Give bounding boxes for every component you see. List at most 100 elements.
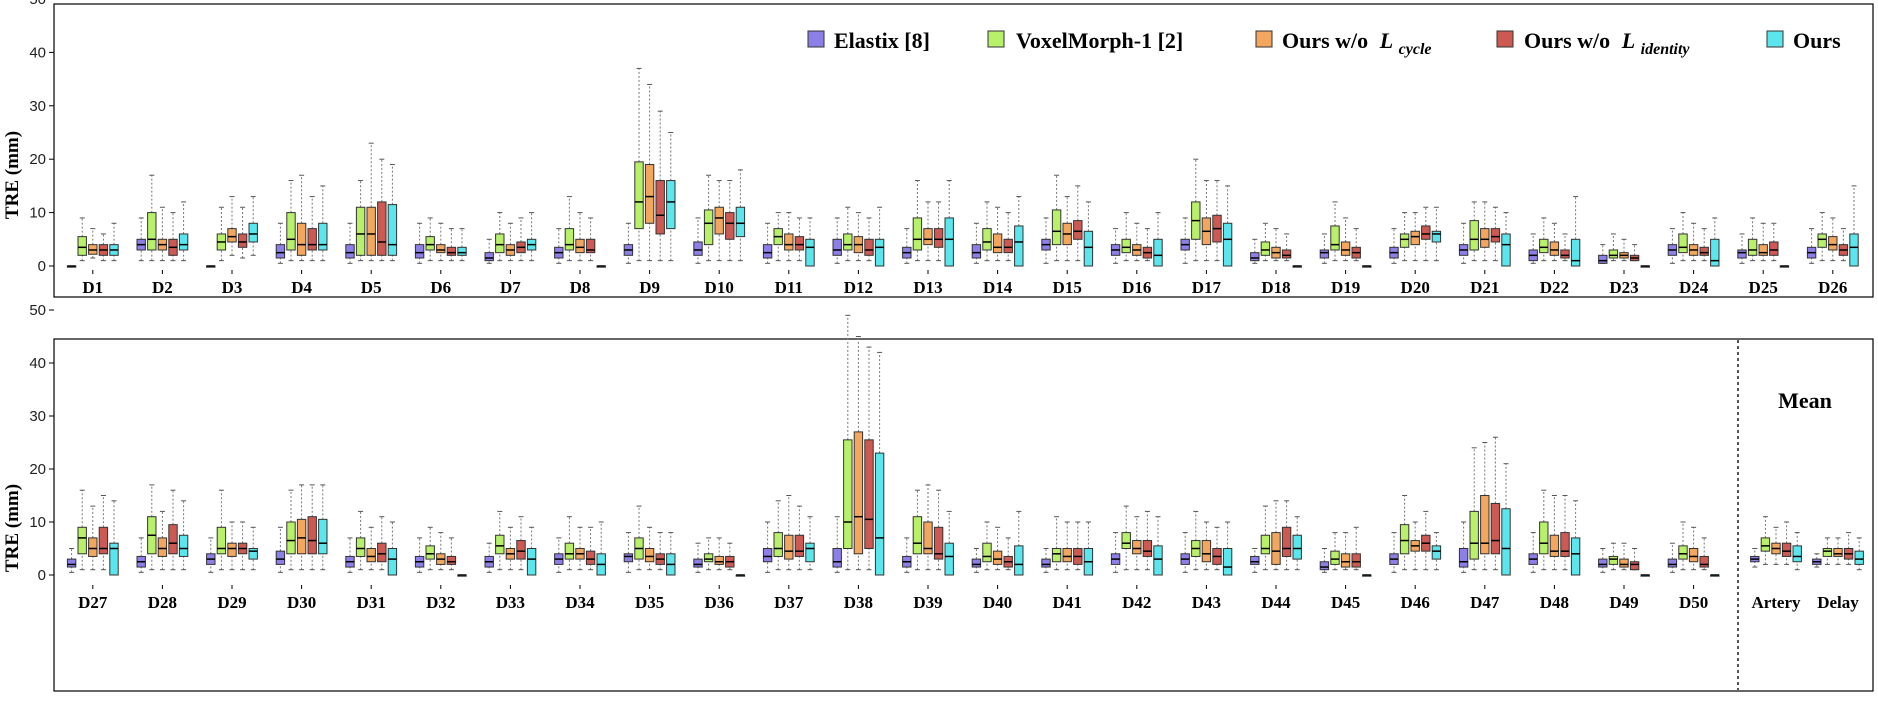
box-d50-s4-iqr xyxy=(1699,555,1709,568)
box-mean-delay-s5-iqr xyxy=(1854,550,1864,565)
box-d20-s4-iqr xyxy=(1421,225,1431,240)
box-d25-s3-iqr xyxy=(1758,244,1768,256)
box-d10-s1-iqr xyxy=(693,241,703,256)
box-d45-s4-iqr xyxy=(1351,553,1361,568)
x-tick-label-d2: D2 xyxy=(152,278,173,297)
x-tick-label-d20: D20 xyxy=(1401,278,1430,297)
box-d11-s3-iqr xyxy=(784,233,794,251)
y-tick-label-bottom-50: 50 xyxy=(29,302,46,319)
box-d49-s3-iqr xyxy=(1619,558,1629,568)
box-d20-s2-iqr xyxy=(1399,233,1410,248)
x-tick-label-d50: D50 xyxy=(1679,593,1708,612)
x-tick-label-d9: D9 xyxy=(639,278,660,297)
x-tick-label-d3: D3 xyxy=(222,278,243,297)
y-tick-label-bottom-30: 30 xyxy=(29,408,46,425)
box-d41-s3-iqr xyxy=(1062,548,1072,563)
box-d10-s2-iqr xyxy=(703,209,714,246)
box-d36-s1-iqr xyxy=(693,558,703,568)
box-d24-s5-iqr xyxy=(1710,238,1720,267)
box-d22-s4-iqr xyxy=(1560,249,1570,259)
box-d50-s2-iqr xyxy=(1678,545,1688,560)
x-tick-label-d21: D21 xyxy=(1470,278,1499,297)
box-d37-s4-iqr xyxy=(794,534,805,557)
box-mean-artery-s2-iqr xyxy=(1760,537,1771,552)
box-d13-s3-iqr xyxy=(923,228,933,246)
box-d44-s1-iqr xyxy=(1250,555,1260,565)
box-d13-s4-iqr xyxy=(933,228,944,248)
plot-layer: 0 10 20 30 40 50 D1 D2 D3 D4 D5 D6 D7 D8 D9 D10 D11 D12 D1… xyxy=(29,0,1864,612)
box-d42-s3-iqr xyxy=(1132,540,1142,555)
x-tick-label-d35: D35 xyxy=(635,593,664,612)
box-d5-s3-iqr xyxy=(366,206,376,256)
box-d25-s4-iqr xyxy=(1769,241,1779,256)
y-axis-label-top: TRE (mm) xyxy=(2,131,23,219)
x-tick-label-d26: D26 xyxy=(1818,278,1847,297)
box-d32-s2-iqr xyxy=(425,545,435,560)
x-tick-label-d8: D8 xyxy=(570,278,591,297)
x-tick-label-d29: D29 xyxy=(217,593,246,612)
box-d27-s4-iqr xyxy=(98,526,109,555)
box-d7-s2-iqr xyxy=(495,233,505,254)
legend-label-ours-wo-cycle-math: L xyxy=(1379,28,1393,53)
x-tick-label-d1: D1 xyxy=(82,278,103,297)
box-d38-s5-iqr xyxy=(874,452,885,576)
top-panel-frame xyxy=(53,3,1874,298)
x-tick-label-d27: D27 xyxy=(78,593,108,612)
box-d31-s4-iqr xyxy=(377,542,387,563)
box-d8-s2-iqr xyxy=(564,228,575,251)
legend-label-ours-wo-identity-prefix: Ours w/o xyxy=(1524,28,1610,53)
box-d11-s5-iqr xyxy=(805,238,815,267)
box-d19-s3-iqr xyxy=(1340,241,1351,256)
y-tick-label-bottom-0: 0 xyxy=(38,567,46,584)
box-d28-s3-iqr xyxy=(157,537,168,557)
box-d9-s2-iqr xyxy=(634,161,644,230)
box-d33-s4-iqr xyxy=(516,540,526,560)
box-d48-s2-iqr xyxy=(1539,521,1549,555)
y-tick-label-top-0: 0 xyxy=(38,258,46,275)
x-tick-label-d28: D28 xyxy=(148,593,177,612)
x-tick-label-d48: D48 xyxy=(1540,593,1569,612)
box-d1-s2-iqr xyxy=(77,236,87,256)
box-d44-s2-iqr xyxy=(1260,534,1271,555)
box-d12-s1-iqr xyxy=(832,238,842,256)
box-d40-s3-iqr xyxy=(992,550,1003,565)
x-tick-label-d25: D25 xyxy=(1749,278,1778,297)
box-d43-s3-iqr xyxy=(1201,540,1212,563)
box-d50-s1-iqr xyxy=(1667,558,1678,568)
box-d5-s4-iqr xyxy=(377,201,387,256)
box-d3-s3-iqr xyxy=(227,228,237,243)
box-d50-s3-iqr xyxy=(1688,548,1699,563)
box-d14-s1-iqr xyxy=(971,244,982,259)
box-d26-s2-iqr xyxy=(1817,233,1827,248)
box-d40-s5-iqr xyxy=(1014,545,1024,576)
legend-swatch-voxelmorph xyxy=(987,30,1005,48)
x-tick-label-d12: D12 xyxy=(844,278,873,297)
box-d11-s4-iqr xyxy=(794,236,805,251)
box-d30-s3-iqr xyxy=(296,518,307,555)
box-d8-s3-iqr xyxy=(575,238,585,254)
box-d48-s3-iqr xyxy=(1549,534,1560,557)
x-tick-label-d47: D47 xyxy=(1470,593,1500,612)
box-d18-s1-iqr xyxy=(1250,252,1260,262)
x-tick-label-d42: D42 xyxy=(1122,593,1151,612)
legend-swatch-ours xyxy=(1766,30,1784,48)
bottom-panel-frame xyxy=(53,338,1874,692)
legend-swatch-elastix xyxy=(807,30,825,48)
box-d14-s5-iqr xyxy=(1014,225,1024,267)
box-d19-s2-iqr xyxy=(1330,225,1340,251)
box-d24-s4-iqr xyxy=(1699,246,1709,256)
box-d13-s5-iqr xyxy=(944,217,954,267)
box-d27-s5-iqr xyxy=(109,542,119,576)
box-d44-s3-iqr xyxy=(1271,532,1281,565)
box-d2-s5-iqr xyxy=(178,233,189,251)
box-d46-s5-iqr xyxy=(1431,545,1442,560)
box-d33-s5-iqr xyxy=(526,548,537,576)
box-d49-s4-iqr xyxy=(1629,561,1640,571)
y-tick-label-top-20: 20 xyxy=(29,151,46,168)
box-d38-s3-iqr xyxy=(853,431,864,555)
box-d22-s2-iqr xyxy=(1539,238,1549,254)
box-d14-s3-iqr xyxy=(992,233,1003,254)
legend-label-voxelmorph: VoxelMorph-1 [2] xyxy=(1016,28,1183,53)
box-d2-s2-iqr xyxy=(147,212,157,251)
